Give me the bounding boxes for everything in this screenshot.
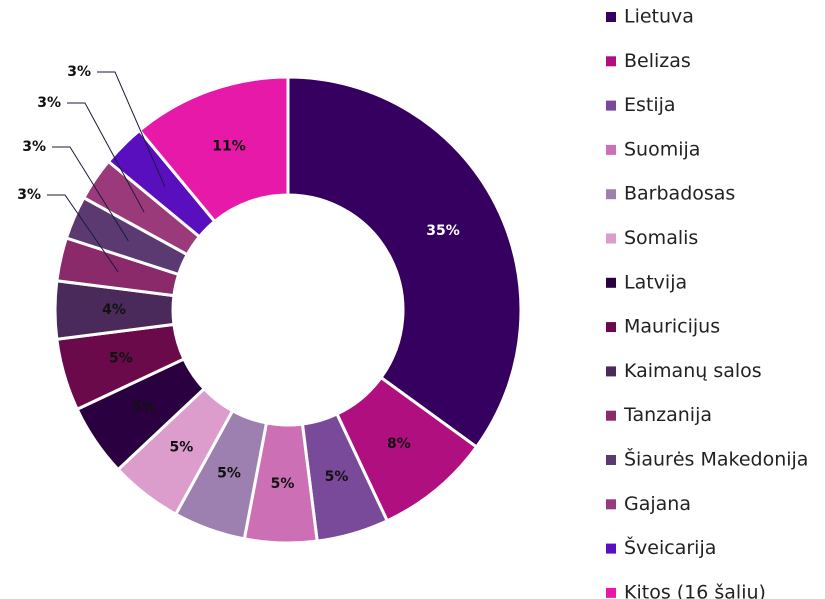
value-label: 5% — [132, 400, 156, 416]
value-label: 5% — [271, 476, 295, 492]
donut-slice — [137, 75, 290, 224]
value-label: 5% — [169, 439, 193, 455]
leader-line — [97, 71, 166, 188]
legend-swatch — [606, 410, 616, 421]
legend-label: Lietuva — [624, 6, 694, 28]
leader-line — [67, 102, 145, 213]
donut-slice — [286, 75, 523, 450]
legend-swatch — [606, 189, 616, 200]
value-label: 4% — [102, 302, 126, 318]
legend-swatch — [606, 322, 616, 333]
value-label: 3% — [17, 187, 41, 203]
legend-swatch — [606, 587, 616, 598]
legend-label: Gajana — [624, 493, 691, 515]
value-label: 35% — [426, 223, 460, 239]
legend-label: Tanzanija — [623, 404, 712, 426]
value-label: 3% — [67, 64, 91, 80]
value-label: 3% — [37, 95, 61, 111]
legend-swatch — [606, 12, 616, 22]
legend-swatch — [606, 366, 616, 377]
legend-swatch — [606, 233, 616, 244]
value-label: 11% — [212, 138, 246, 154]
legend-swatch — [606, 499, 616, 510]
leader-line — [52, 146, 129, 242]
legend-label: Mauricijus — [624, 316, 720, 338]
value-label: 5% — [109, 351, 133, 367]
value-label: 3% — [22, 139, 46, 155]
legend-label: Somalis — [624, 227, 698, 249]
legend-label: Kitos (16 šalių) — [624, 581, 766, 599]
legend-label: Barbadosas — [624, 183, 735, 205]
legend-label: Latvija — [624, 271, 687, 293]
legend-swatch — [606, 455, 616, 465]
legend-swatch — [606, 56, 616, 67]
value-label: 5% — [325, 469, 349, 485]
legend-swatch — [606, 100, 616, 111]
legend-swatch — [606, 277, 616, 288]
legend-label: Estija — [624, 94, 676, 116]
value-label: 5% — [217, 466, 241, 482]
legend-swatch — [606, 144, 616, 155]
legend-label: Kaimanų salos — [624, 360, 762, 382]
legend-label: Belizas — [624, 50, 691, 72]
legend-label: Suomija — [624, 138, 700, 160]
legend-swatch — [606, 543, 616, 554]
leader-line — [47, 194, 119, 273]
legend-label: Šveicarija — [624, 535, 716, 559]
legend-label: Šiaurės Makedonija — [624, 447, 808, 471]
value-label: 8% — [387, 436, 411, 452]
